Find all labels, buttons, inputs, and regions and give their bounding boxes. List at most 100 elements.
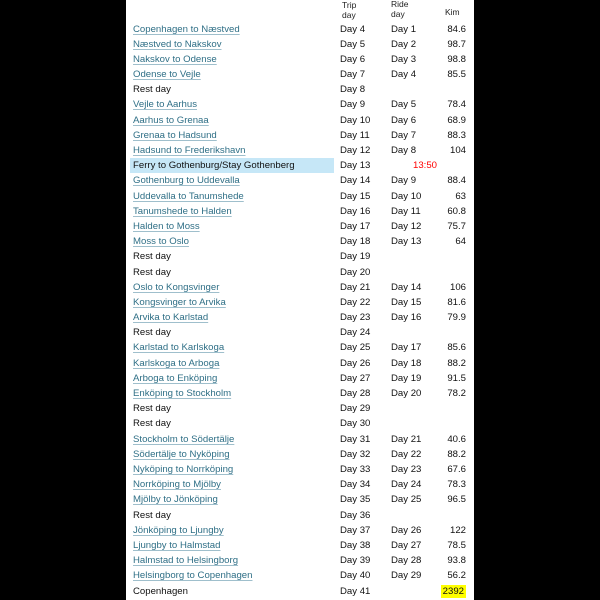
trip-day: Day 12: [340, 145, 371, 157]
route-link[interactable]: Odense to Vejle: [133, 69, 201, 81]
km-value: 88.3: [447, 129, 466, 141]
km-value: 81.6: [447, 296, 466, 308]
route-link[interactable]: Næstved to Nakskov: [133, 38, 222, 50]
km-value: 104: [449, 145, 466, 157]
table-row: Jönköping to Ljungby Day 37 Day 26 122: [126, 523, 474, 538]
route-link[interactable]: Enköping to Stockholm: [133, 388, 232, 400]
header-ride-line1: Ride: [391, 0, 409, 9]
route-link[interactable]: Grenaa to Hadsund: [133, 129, 217, 141]
km-value: 98.8: [447, 53, 466, 65]
km-value: 56.2: [447, 570, 466, 582]
table-row: Stockholm to Södertälje Day 31 Day 21 40.6: [126, 432, 474, 447]
table-row: Rest day Day 20: [126, 265, 474, 280]
km-value: 88.2: [447, 357, 466, 369]
table-row: Helsingborg to Copenhagen Day 40 Day 29 56.…: [126, 568, 474, 583]
header-ride-line2: day: [391, 9, 405, 19]
route-link[interactable]: Karlskoga to Arboga: [133, 357, 220, 369]
route-label: Rest day: [133, 403, 171, 415]
ride-day: Day 1: [391, 23, 417, 35]
ride-day: Day 26: [391, 524, 422, 536]
km-value: 122: [449, 524, 466, 536]
table-row: Nyköping to Norrköping Day 33 Day 23 67.6: [126, 462, 474, 477]
table-row: Karlskoga to Arboga Day 26 Day 18 88.2: [126, 356, 474, 371]
km-value: 68.9: [447, 114, 466, 126]
trip-day: Day 16: [340, 205, 371, 217]
header-trip-line1: Trip: [342, 0, 357, 10]
km-value: 88.2: [447, 448, 466, 460]
route-link[interactable]: Jönköping to Ljungby: [133, 524, 224, 536]
km-value: 64: [455, 236, 466, 248]
table-row: Enköping to Stockholm Day 28 Day 20 78.2: [126, 386, 474, 401]
ride-day: Day 16: [391, 312, 422, 324]
trip-day: Day 24: [340, 327, 371, 339]
route-link[interactable]: Mjölby to Jönköping: [133, 494, 218, 506]
route-label: Rest day: [133, 418, 171, 430]
trip-day: Day 10: [340, 114, 371, 126]
route-link[interactable]: Arboga to Enköping: [133, 372, 218, 384]
route-link[interactable]: Norrköping to Mjölby: [133, 479, 221, 491]
ride-day: Day 15: [391, 296, 422, 308]
trip-day: Day 39: [340, 555, 371, 567]
ride-day: Day 28: [391, 555, 422, 567]
trip-day: Day 32: [340, 448, 371, 460]
table-row: Arvika to Karlstad Day 23 Day 16 79.9: [126, 310, 474, 325]
table-row: Södertälje to Nyköping Day 32 Day 22 88.2: [126, 447, 474, 462]
ride-day: Day 24: [391, 479, 422, 491]
route-label: Rest day: [133, 266, 171, 278]
km-value: 93.8: [447, 555, 466, 567]
trip-day: Day 23: [340, 312, 371, 324]
route-link[interactable]: Hadsund to Frederikshavn: [133, 145, 246, 157]
trip-day: Day 29: [340, 403, 371, 415]
route-label: Rest day: [133, 84, 171, 96]
route-link[interactable]: Helsingborg to Copenhagen: [133, 570, 253, 582]
trip-day: Day 21: [340, 281, 371, 293]
trip-day: Day 4: [340, 23, 366, 35]
km-value: 96.5: [447, 494, 466, 506]
route-link[interactable]: Moss to Oslo: [133, 236, 189, 248]
trip-day: Day 25: [340, 342, 371, 354]
route-link[interactable]: Kongsvinger to Arvika: [133, 296, 226, 308]
route-link[interactable]: Nakskov to Odense: [133, 53, 217, 65]
table-row: Ljungby to Halmstad Day 38 Day 27 78.5: [126, 538, 474, 553]
table-row: Rest day Day 8: [126, 82, 474, 97]
route-link[interactable]: Halden to Moss: [133, 220, 200, 232]
route-label: Ferry to Gothenburg/Stay Gothenberg: [130, 158, 334, 174]
route-label: Rest day: [133, 251, 171, 263]
route-link[interactable]: Copenhagen to Næstved: [133, 23, 240, 35]
route-link[interactable]: Uddevalla to Tanumshede: [133, 190, 244, 202]
table-row: Arboga to Enköping Day 27 Day 19 91.5: [126, 371, 474, 386]
table-row: Ferry to Gothenburg/Stay Gothenberg Day 1…: [126, 158, 474, 174]
route-link[interactable]: Tanumshede to Halden: [133, 205, 232, 217]
table-row: Rest day Day 36: [126, 508, 474, 523]
ride-day: Day 29: [391, 570, 422, 582]
route-link[interactable]: Södertälje to Nyköping: [133, 448, 230, 460]
route-link[interactable]: Stockholm to Södertälje: [133, 433, 235, 445]
km-value: 78.4: [447, 99, 466, 111]
ride-day: Day 8: [391, 145, 417, 157]
route-link[interactable]: Karlstad to Karlskoga: [133, 342, 225, 354]
itinerary-sheet: Trip day Ride day Kim Copenhagen to Næst…: [126, 0, 474, 600]
route-link[interactable]: Halmstad to Helsingborg: [133, 555, 239, 567]
table-row: Kongsvinger to Arvika Day 22 Day 15 81.6: [126, 295, 474, 310]
ride-day: Day 13: [391, 236, 422, 248]
ride-day: Day 5: [391, 99, 417, 111]
ride-day: Day 25: [391, 494, 422, 506]
km-value: 88.4: [447, 175, 466, 187]
ride-day: Day 7: [391, 129, 417, 141]
route-link[interactable]: Gothenburg to Uddevalla: [133, 175, 240, 187]
ride-day: Day 20: [391, 388, 422, 400]
route-link[interactable]: Ljungby to Halmstad: [133, 539, 221, 551]
trip-day: Day 18: [340, 236, 371, 248]
trip-day: Day 17: [340, 220, 371, 232]
trip-day: Day 28: [340, 388, 371, 400]
route-link[interactable]: Arvika to Karlstad: [133, 312, 209, 324]
route-link[interactable]: Vejle to Aarhus: [133, 99, 198, 111]
route-link[interactable]: Oslo to Kongsvinger: [133, 281, 220, 293]
ride-day: Day 17: [391, 342, 422, 354]
km-value: 78.5: [447, 539, 466, 551]
route-link[interactable]: Aarhus to Grenaa: [133, 114, 209, 126]
table-row: Rest day Day 30: [126, 416, 474, 431]
route-link[interactable]: Nyköping to Norrköping: [133, 464, 234, 475]
route-label: Rest day: [133, 509, 171, 521]
table-row: Tanumshede to Halden Day 16 Day 11 60.8: [126, 204, 474, 219]
